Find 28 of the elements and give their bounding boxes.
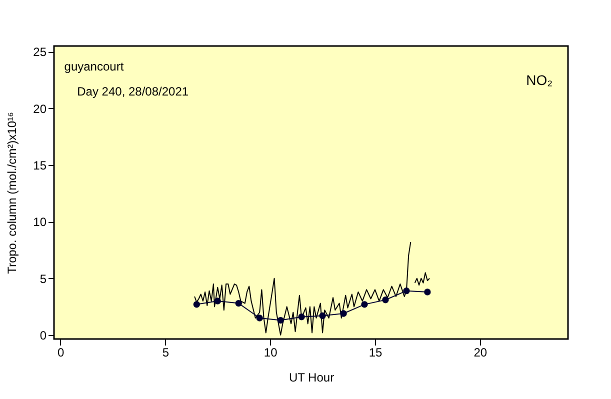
y-tick-label: 25: [33, 45, 47, 60]
point: [424, 288, 431, 296]
point: [403, 287, 410, 294]
point: [193, 301, 200, 308]
x-tick-label: 0: [57, 346, 64, 360]
x-tick-label: 10: [264, 346, 278, 360]
point: [361, 301, 368, 308]
point: [214, 298, 221, 304]
point: [340, 310, 347, 317]
x-axis-title: UT Hour: [288, 370, 334, 384]
y-tick-label: 20: [33, 102, 47, 116]
x-tick-label: 15: [368, 346, 382, 360]
annotation: Day 240, 28/08/2021: [77, 84, 189, 98]
y-axis-title: Tropo. column (mol./cm²)x10¹⁶: [5, 112, 20, 274]
point: [298, 314, 305, 320]
point: [319, 312, 326, 320]
x-tick-label: 5: [162, 346, 170, 360]
point: [235, 300, 242, 307]
x-tick-label: 20: [474, 346, 488, 360]
annotation: NO₂: [526, 72, 553, 88]
y-tick-label: 10: [33, 215, 47, 230]
annotation: guyancourt: [64, 60, 124, 74]
y-tick-label: 5: [40, 272, 47, 286]
y-tick-label: 0: [40, 328, 47, 343]
point: [277, 316, 284, 324]
y-tick-label: 15: [33, 158, 47, 173]
point: [256, 314, 263, 322]
point: [382, 296, 389, 304]
